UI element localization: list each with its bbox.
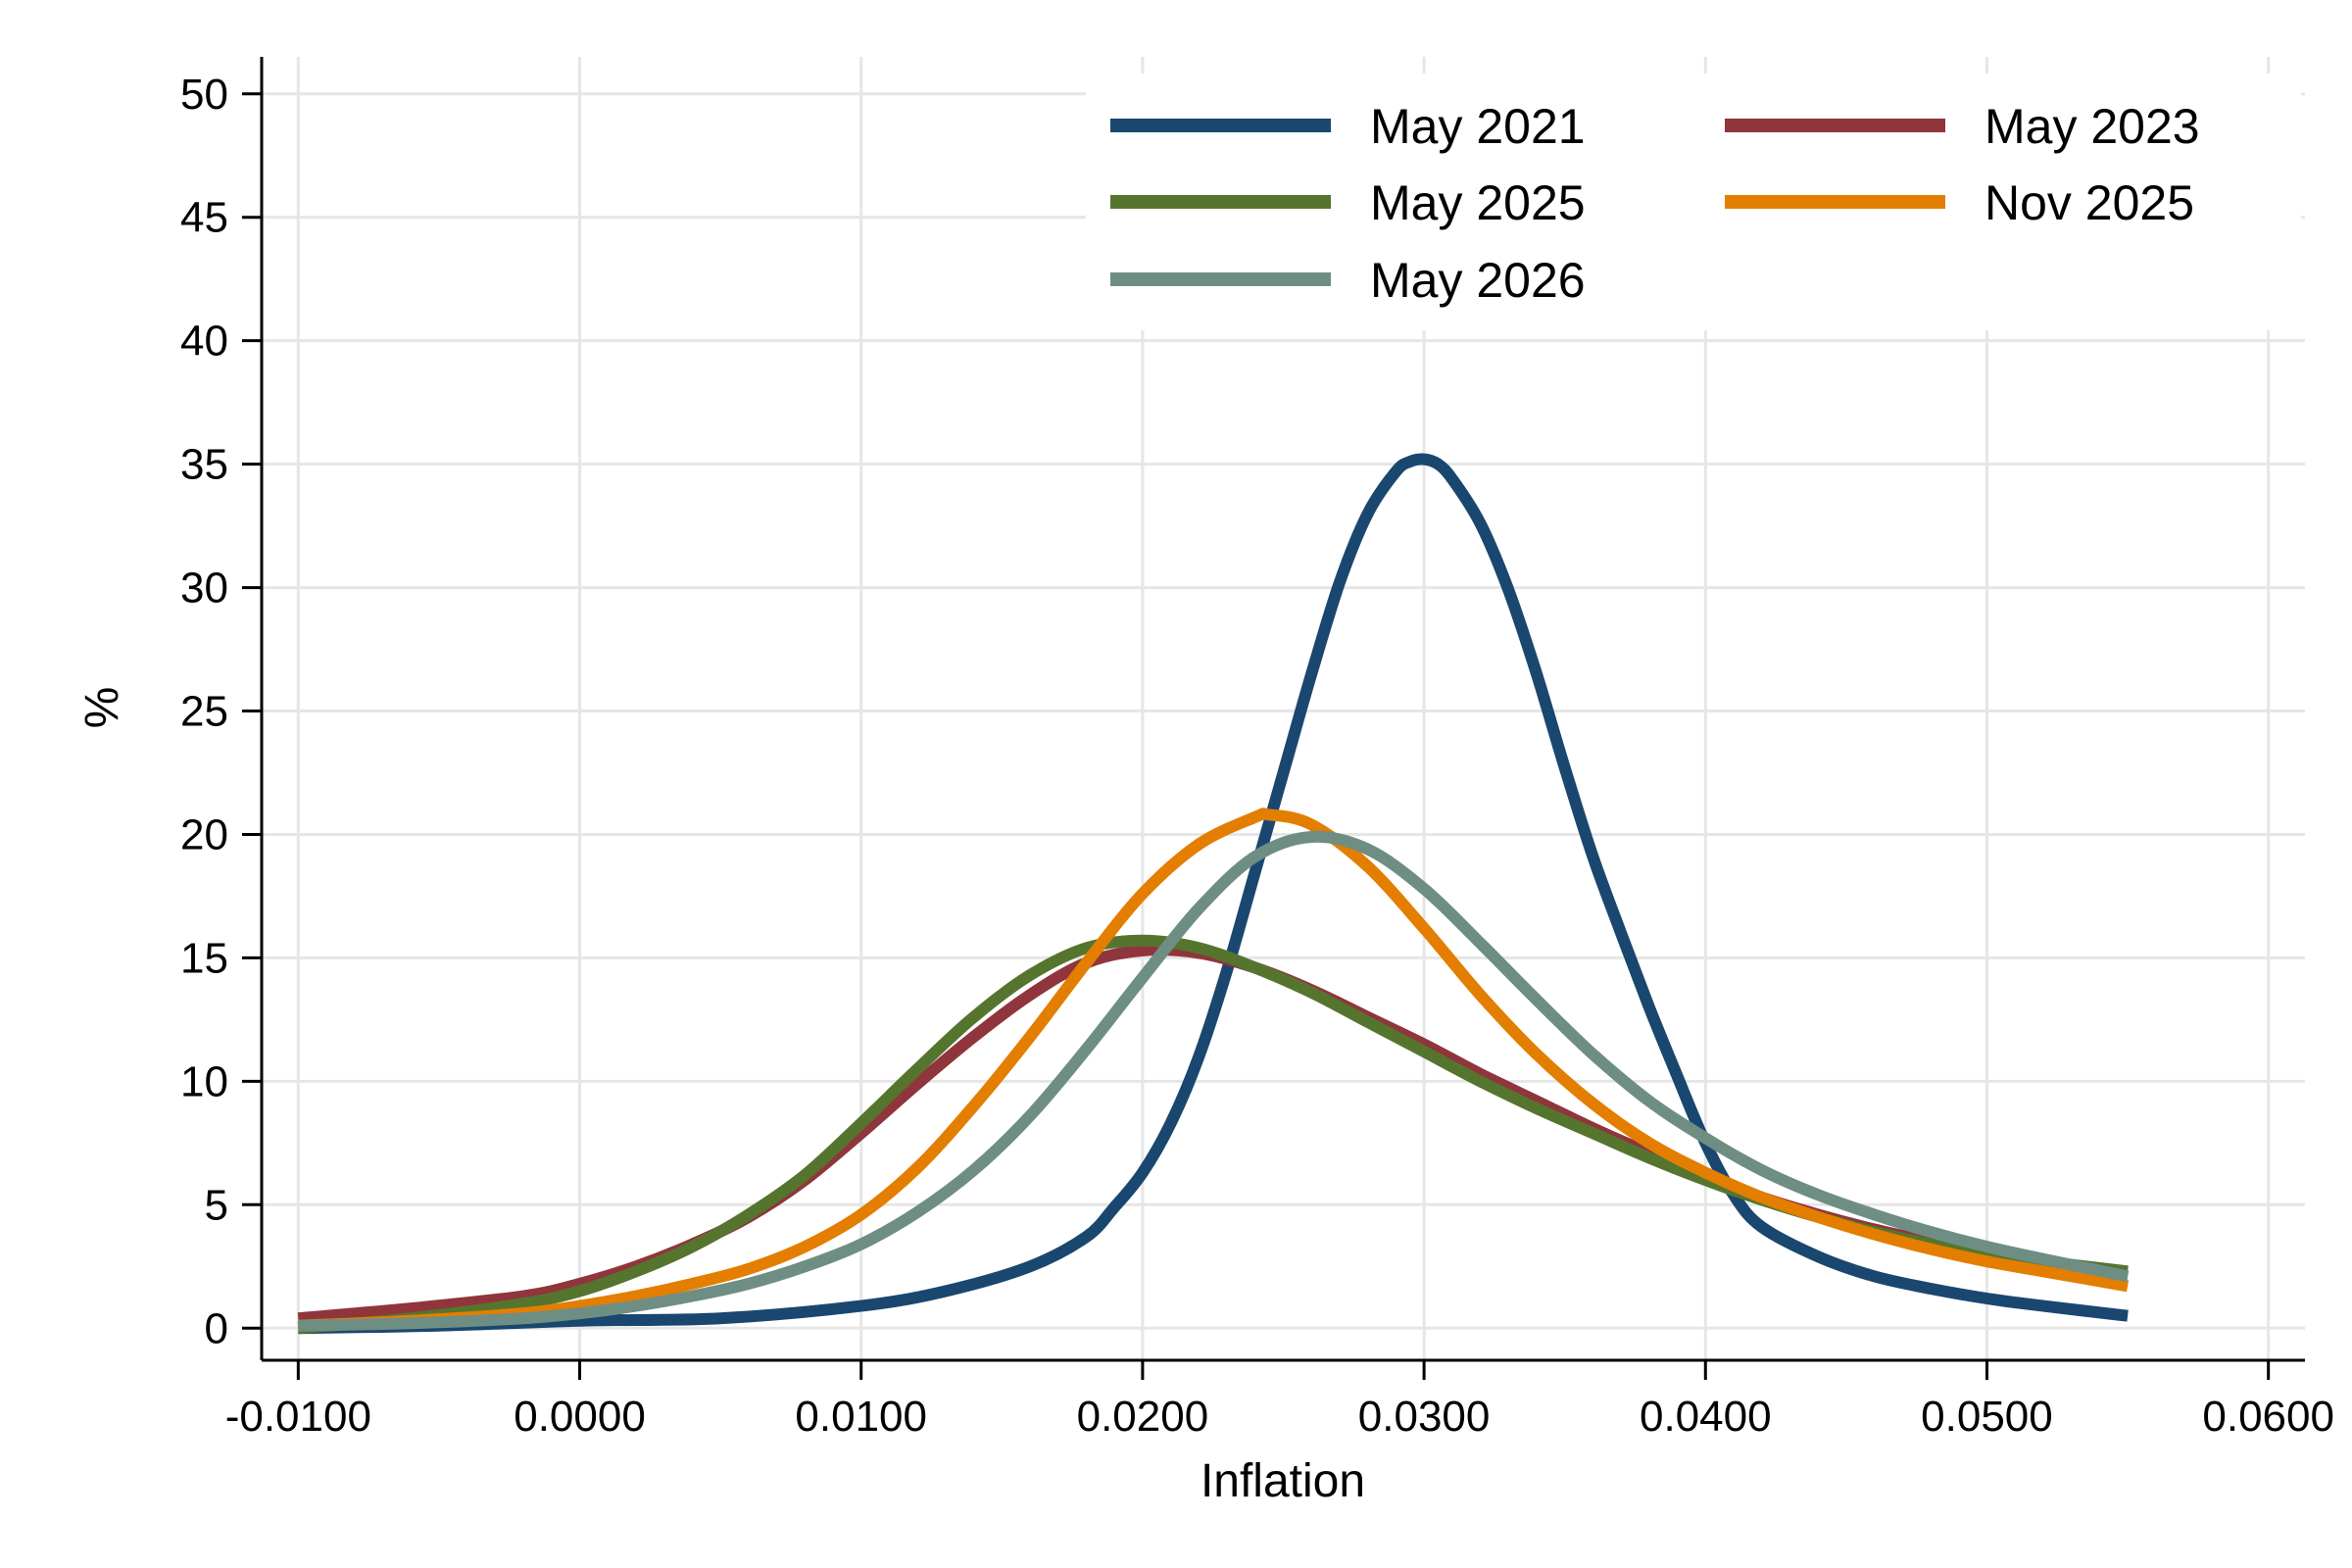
y-tick-label: 0 [205, 1304, 228, 1352]
x-tick-label: 0.0300 [1358, 1393, 1491, 1441]
y-tick-label: 35 [180, 441, 228, 489]
y-tick-label: 10 [180, 1057, 228, 1105]
y-axis-title: % [76, 687, 128, 729]
legend: May 2021 May 2023 May 2025 Nov 2025 May 2026 [1086, 74, 2301, 330]
x-axis-ticks: -0.0100 0.0000 0.0100 0.0200 0.0300 0.0400 0.0… [225, 1360, 2334, 1441]
legend-label-may-2025: May 2025 [1370, 175, 1586, 230]
x-tick-label: 0.0000 [514, 1393, 646, 1441]
x-tick-label: 0.0600 [2202, 1393, 2334, 1441]
y-tick-label: 30 [180, 564, 228, 612]
y-tick-label: 20 [180, 810, 228, 858]
legend-label-nov-2025: Nov 2025 [1984, 175, 2194, 230]
x-tick-label: -0.0100 [225, 1393, 371, 1441]
series-lines [297, 453, 2130, 1335]
x-tick-label: 0.0500 [1921, 1393, 2053, 1441]
axes [260, 57, 2305, 1362]
y-axis-ticks: 0 5 10 15 20 25 30 35 40 45 50 [180, 71, 262, 1352]
y-tick-label: 5 [205, 1181, 228, 1229]
y-tick-label: 50 [180, 71, 228, 119]
y-tick-label: 15 [180, 934, 228, 982]
grid-lines [262, 57, 2305, 1360]
series-line-may-2026 [298, 830, 2130, 1332]
y-tick-label: 40 [180, 318, 228, 366]
x-axis-title: Inflation [1200, 1455, 1365, 1507]
legend-label-may-2021: May 2021 [1370, 99, 1586, 154]
x-tick-label: 0.0100 [795, 1393, 927, 1441]
x-tick-label: 0.0200 [1077, 1393, 1209, 1441]
y-tick-label: 25 [180, 688, 228, 736]
series-line-nov-2025 [298, 808, 2130, 1332]
x-tick-label: 0.0400 [1640, 1393, 1772, 1441]
legend-label-may-2023: May 2023 [1984, 99, 2200, 154]
legend-label-may-2026: May 2026 [1370, 253, 1586, 308]
y-tick-label: 45 [180, 194, 228, 242]
